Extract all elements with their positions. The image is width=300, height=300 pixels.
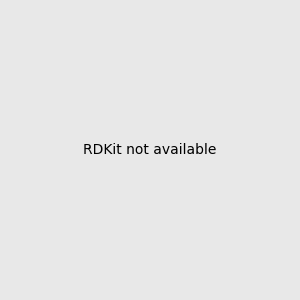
Text: RDKit not available: RDKit not available [83,143,217,157]
